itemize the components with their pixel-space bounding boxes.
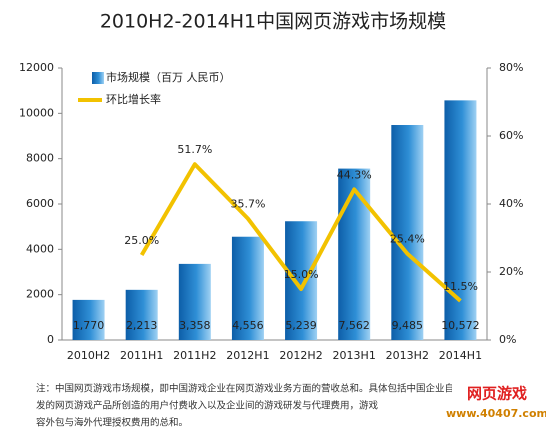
logo-url: www.40407.com bbox=[446, 407, 546, 420]
y-tick-label: 2000 bbox=[26, 288, 54, 301]
bar-value-label: 4,556 bbox=[232, 319, 264, 332]
legend-swatch bbox=[92, 72, 104, 84]
line-value-label: 25.0% bbox=[124, 234, 159, 247]
bar bbox=[444, 100, 477, 340]
x-tick-label: 2013H2 bbox=[386, 349, 429, 362]
y2-tick-label: 40% bbox=[499, 197, 523, 210]
bar bbox=[125, 289, 158, 340]
bar-value-label: 5,239 bbox=[285, 319, 317, 332]
y-tick-label: 10000 bbox=[19, 106, 54, 119]
bar bbox=[338, 168, 371, 340]
line-value-label: 25.4% bbox=[390, 233, 425, 246]
chart-title: 2010H2-2014H1中国网页游戏市场规模 bbox=[100, 11, 446, 33]
logo-text: 网页游戏 bbox=[467, 385, 527, 403]
bar bbox=[231, 236, 264, 340]
y-tick-label: 12000 bbox=[19, 61, 54, 74]
line-value-label: 35.7% bbox=[230, 198, 265, 211]
line-value-label: 44.3% bbox=[337, 168, 372, 181]
note: 发的网页游戏产品所创造的用户付费收入以及企业间的游戏研发与代理费用，游戏 bbox=[36, 400, 379, 412]
y-tick-label: 6000 bbox=[26, 197, 54, 210]
bar-value-label: 7,562 bbox=[338, 319, 370, 332]
note: 容外包与海外代理授权费用的总和。 bbox=[36, 417, 188, 429]
note: 注：中国网页游戏市场规模，即中国游戏企业在网页游戏业务方面的营收总和。具体包括中… bbox=[36, 383, 474, 395]
legend-label: 市场规模（百万 人民币） bbox=[106, 70, 231, 84]
bar-value-label: 1,770 bbox=[73, 319, 105, 332]
legend-label: 环比增长率 bbox=[106, 92, 161, 106]
line-value-label: 15.0% bbox=[284, 268, 319, 281]
bar bbox=[72, 299, 105, 340]
x-tick-label: 2012H2 bbox=[279, 349, 322, 362]
bar-value-label: 3,358 bbox=[179, 319, 211, 332]
bar bbox=[391, 125, 424, 340]
x-tick-label: 2011H2 bbox=[173, 349, 216, 362]
y2-tick-label: 20% bbox=[499, 265, 523, 278]
x-tick-label: 2014H1 bbox=[439, 349, 482, 362]
x-tick-label: 2012H1 bbox=[226, 349, 269, 362]
line-value-label: 51.7% bbox=[177, 143, 212, 156]
bar-value-label: 9,485 bbox=[392, 319, 424, 332]
line bbox=[139, 162, 462, 303]
x-tick-label: 2013H1 bbox=[333, 349, 376, 362]
line-value-label: 11.5% bbox=[443, 280, 478, 293]
logo-bg bbox=[452, 380, 544, 428]
y2-tick-label: 60% bbox=[499, 129, 523, 142]
x-tick-label: 2011H1 bbox=[120, 349, 163, 362]
y-tick-label: 8000 bbox=[26, 152, 54, 165]
bar bbox=[285, 221, 318, 340]
y2-tick-label: 0% bbox=[499, 333, 516, 346]
x-tick-label: 2010H2 bbox=[67, 349, 110, 362]
y-tick-label: 0 bbox=[47, 333, 54, 346]
bar-value-label: 2,213 bbox=[126, 319, 158, 332]
bar-value-label: 10,572 bbox=[441, 319, 480, 332]
y2-tick-label: 80% bbox=[499, 61, 523, 74]
y-tick-label: 4000 bbox=[26, 242, 54, 255]
bar bbox=[178, 263, 211, 340]
